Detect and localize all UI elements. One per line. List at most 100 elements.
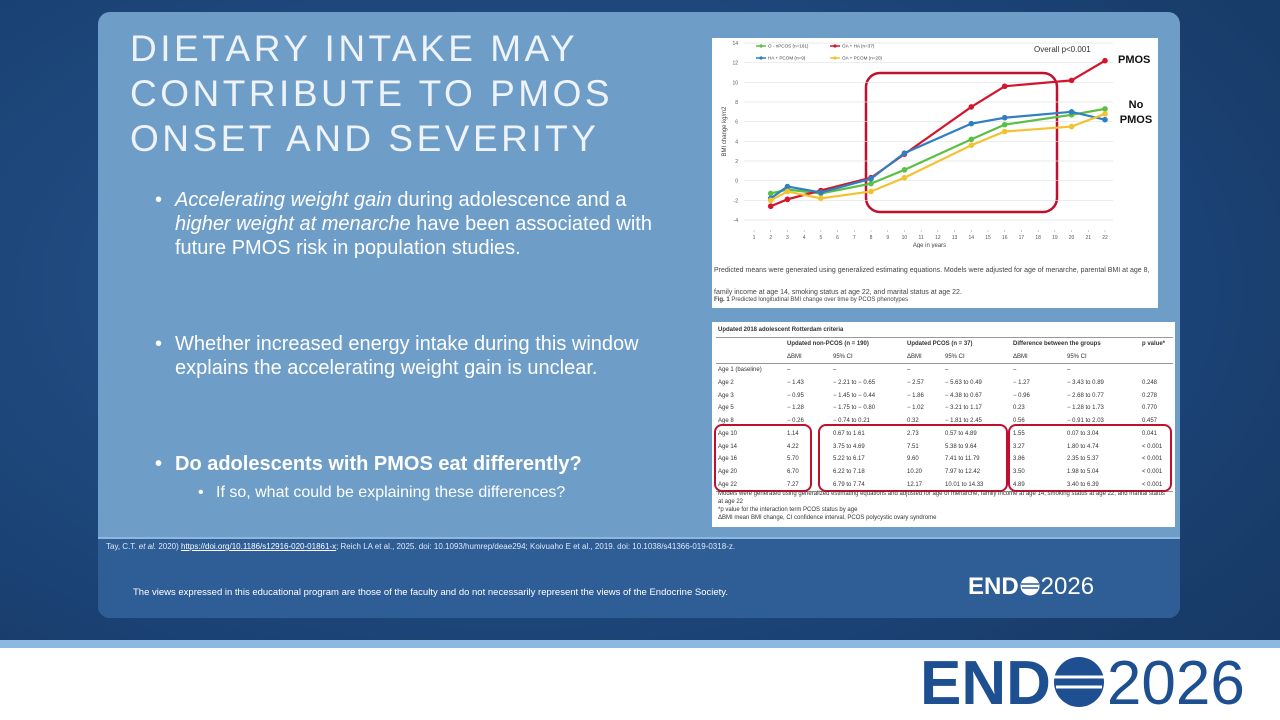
row-label: Age 3 — [718, 392, 734, 399]
table-row: Age 1 (baseline) – – – – – – — [716, 364, 1173, 377]
y-tick-label: 12 — [732, 61, 738, 67]
table-cell: 2.35 to 5.37 — [1067, 456, 1099, 463]
series-line — [770, 112, 1106, 202]
figure-caption: Fig. 1 Predicted longitudinal BMI change… — [714, 297, 908, 303]
data-point — [784, 183, 791, 190]
column-group: Updated PCOS (n = 37) — [907, 341, 973, 348]
table-cell — [1140, 364, 1173, 377]
figure-label: Fig. 1 — [714, 297, 730, 303]
logo-large: END 2026 — [920, 650, 1245, 718]
table-row: Updated non-PCOS (n = 190) Updated PCOS (… — [716, 337, 1174, 350]
data-point — [1001, 121, 1008, 128]
x-tick-label: 4 — [803, 235, 806, 241]
legend-label: OA + PCOM (n=20) — [842, 56, 883, 61]
table-cell: 3.86 — [1013, 456, 1025, 463]
x-tick-label: 8 — [870, 235, 873, 241]
ref-text: et al. — [138, 542, 157, 551]
slide-title: DIETARY INTAKE MAY CONTRIBUTE TO PMOS ON… — [130, 28, 614, 159]
legend-marker — [759, 56, 763, 60]
x-tick-label: 1 — [753, 235, 756, 241]
highlight-box — [714, 424, 812, 492]
table-cell: 7.97 to 12.42 — [945, 468, 981, 475]
annotation: No PMOS — [1119, 99, 1153, 126]
logo-text: 2026 — [1106, 649, 1245, 718]
table-footnotes: Models were generated using generalized … — [718, 490, 1168, 522]
table-cell: − 1.28 — [787, 405, 804, 412]
table-cell: 10.01 to 14.33 — [945, 481, 984, 488]
logo-text: END — [968, 573, 1019, 600]
table-cell: − 2.57 — [907, 380, 924, 387]
table-cell: 10.20 — [907, 468, 923, 475]
table-cell: 0.770 — [1142, 405, 1158, 412]
table-cell: − 1.45 to − 0.44 — [833, 392, 876, 399]
y-tick-label: 14 — [732, 41, 738, 47]
row-label: Age 10 — [718, 430, 738, 437]
table-cell: 0.248 — [1142, 380, 1158, 387]
table-cell: 1.14 — [787, 430, 799, 437]
y-tick-label: 4 — [735, 139, 738, 145]
column-group: Difference between the groups — [1013, 341, 1101, 348]
table-cell: − 1.81 to 2.45 — [945, 418, 982, 425]
column-group: p value* — [1142, 341, 1166, 348]
references: Tay, C.T. et al. 2020) https://doi.org/1… — [106, 542, 735, 551]
x-axis-label: Age in years — [913, 243, 946, 248]
x-tick-label: 21 — [1086, 235, 1092, 241]
footer-band — [98, 537, 1180, 618]
x-tick-label: 17 — [1019, 235, 1025, 241]
table-cell: < 0.001 — [1142, 443, 1163, 450]
table-cell: 3.40 to 6.39 — [1067, 481, 1099, 488]
data-point — [1068, 77, 1075, 84]
y-tick-label: 8 — [735, 100, 738, 106]
x-tick-label: 11 — [919, 235, 924, 241]
data-point — [868, 180, 874, 187]
table-cell: 6.70 — [787, 468, 799, 475]
table-row: ΔBMI 95% CI ΔBMI 95% CI ΔBMI 95% CI — [716, 350, 1174, 364]
table-cell: 0.041 — [1142, 430, 1158, 437]
table-row: Age 10 1.14 0.67 to 1.61 2.73 0.57 to 4.89 1.… — [716, 428, 1173, 441]
y-axis-label: BMI change kg/m2 — [722, 106, 728, 157]
footer: END 2026 — [0, 648, 1280, 720]
data-point — [1068, 109, 1075, 115]
table-cell: – — [833, 367, 837, 374]
table-title: Updated 2018 adolescent Rotterdam criter… — [718, 327, 844, 334]
table-cell: 6.22 to 7.18 — [833, 468, 865, 475]
data-point — [818, 195, 824, 202]
x-tick-label: 13 — [952, 235, 958, 241]
table-cell: 7.27 — [787, 481, 799, 488]
data-point — [1001, 128, 1008, 135]
x-tick-label: 22 — [1102, 235, 1108, 241]
highlight-box — [1008, 424, 1172, 492]
table-cell: 0.457 — [1142, 418, 1158, 425]
table-row: Age 2 − 1.43 − 2.21 to − 0.65 − 2.57 − 5.63 … — [716, 377, 1173, 390]
data-point — [968, 104, 975, 110]
highlight-box — [818, 424, 1008, 492]
table-cell: − 2.21 to − 0.65 — [833, 380, 876, 387]
column-header: 95% CI — [945, 353, 965, 360]
table-cell: − 0.91 to 2.03 — [1067, 418, 1104, 425]
data-point — [1068, 123, 1075, 130]
table-cell: − 1.43 — [787, 380, 804, 387]
table-cell: − 5.63 to 0.49 — [945, 380, 982, 387]
bullet-dot: • — [155, 333, 163, 355]
table-row: Age 16 5.70 5.22 to 6.17 9.60 7.41 to 11.79 3… — [716, 453, 1173, 466]
table-cell: 12.17 — [907, 481, 923, 488]
table-cell: 1.55 — [1013, 430, 1025, 437]
table-row: Age 8 − 0.26 − 0.74 to 0.21 0.32 − 1.81 to 2… — [716, 415, 1173, 428]
ref-link[interactable]: https://doi.org/10.1186/s12916-020-01861… — [181, 542, 337, 551]
bullet-text: during adolescence and a — [391, 189, 627, 211]
legend-label: OA + HA (n=37) — [842, 44, 875, 49]
column-header: ΔBMI — [1013, 353, 1028, 360]
bullet-dot: • — [198, 484, 204, 501]
data-point — [901, 150, 908, 156]
table-cell: 7.41 to 11.79 — [945, 456, 980, 463]
figure-text: Predicted longitudinal BMI change over t… — [731, 297, 909, 303]
ref-text: Tay, C.T. — [106, 542, 139, 551]
table-cell: − 2.68 to 0.77 — [1067, 392, 1104, 399]
bullet-text: Whether increased energy intake during t… — [175, 333, 639, 379]
footnote: ΔBMI mean BMI change, CI confidence inte… — [718, 515, 937, 521]
legend-label: O - nPCOS (n=161) — [768, 44, 809, 49]
figure: -4 -2 0 2 4 6 8 10 12 14 1 2 3 4 5 6 7 8 9 10 11 12 13 14 15 16 17… — [712, 38, 1158, 308]
row-label: Age 14 — [718, 443, 738, 450]
